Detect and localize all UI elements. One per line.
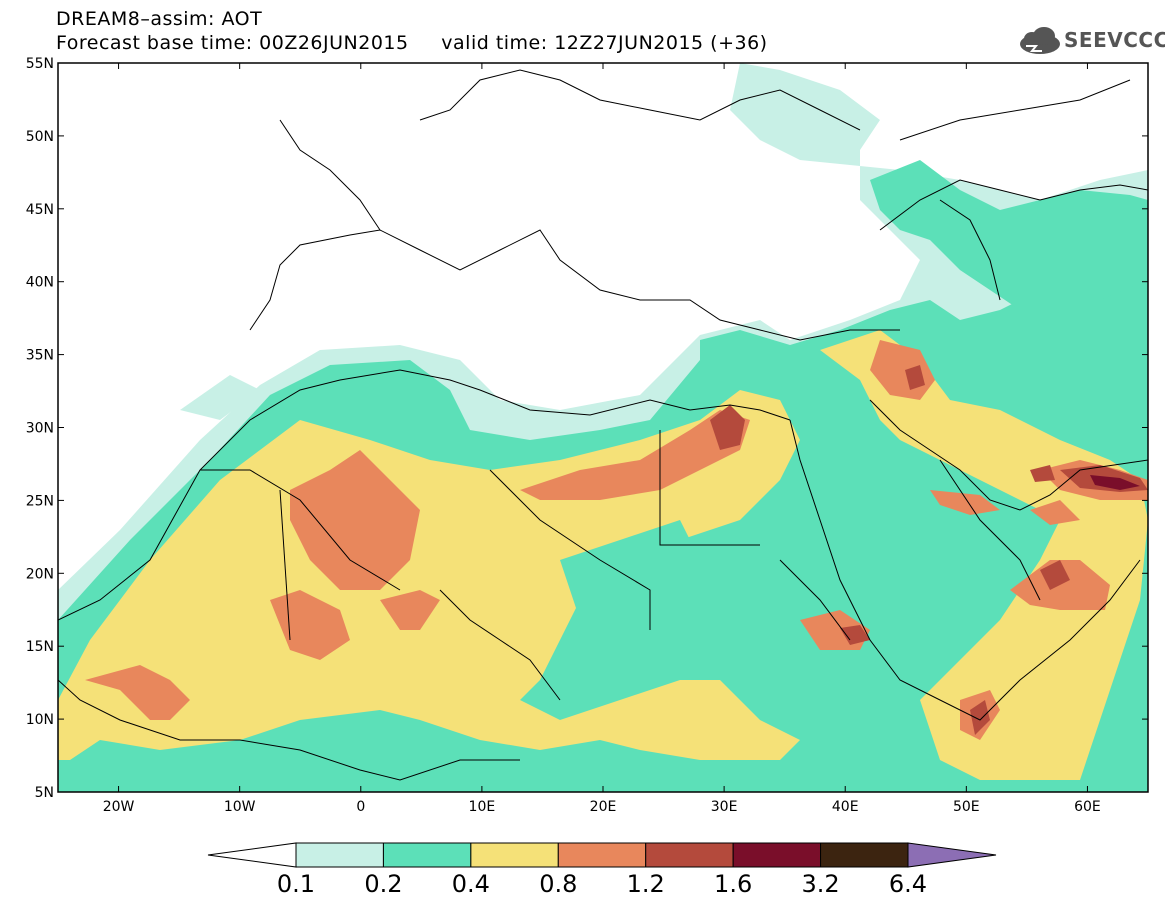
lon-label: 10E [469, 799, 496, 815]
lon-label: 30E [711, 799, 738, 815]
lat-label: 15N [26, 639, 54, 655]
colorbar-high-arrow [907, 842, 997, 868]
colorbar-segment [820, 842, 909, 868]
lat-label: 45N [26, 202, 54, 218]
lat-label: 50N [26, 129, 54, 145]
seevccc-logo [1020, 27, 1060, 54]
colorbar-low-arrow [207, 842, 297, 868]
lat-label: 35N [26, 348, 54, 364]
lat-label: 40N [26, 275, 54, 291]
colorbar-label: 0.8 [539, 870, 577, 898]
aot-field [58, 63, 1148, 792]
colorbar-label: 0.2 [364, 870, 402, 898]
lat-label: 55N [26, 56, 54, 72]
colorbar-segment [732, 842, 822, 868]
lon-label: 60E [1074, 799, 1101, 815]
lon-label: 0 [356, 799, 365, 815]
logo-text: SEEVCCC [1064, 28, 1165, 52]
lon-label: 40E [832, 799, 859, 815]
colorbar-segment [382, 842, 472, 868]
colorbar-label: 0.1 [277, 870, 315, 898]
longitude-axis: 20W 10W 0 10E 20E 30E 40E 50E 60E [103, 63, 1101, 815]
colorbar-segment [557, 842, 647, 868]
forecast-time-subtitle: Forecast base time: 00Z26JUN2015 valid t… [56, 32, 768, 54]
lat-label: 10N [26, 712, 54, 728]
colorbar-label: 1.2 [627, 870, 665, 898]
colorbar-label: 1.6 [714, 870, 752, 898]
colorbar-label: 0.4 [452, 870, 490, 898]
colorbar-segment [295, 842, 384, 868]
colorbar: 0.1 0.2 0.4 0.8 1.2 1.6 3.2 6.4 [207, 842, 997, 898]
map-title: DREAM8–assim: AOT [56, 8, 263, 30]
lat-label: 25N [26, 493, 54, 509]
lon-label: 50E [953, 799, 980, 815]
lat-label: 30N [26, 421, 54, 437]
latitude-axis: 55N 50N 45N 40N 35N 30N 25N 20N 15N 10N 5N [26, 56, 1148, 801]
lon-label: 10W [224, 799, 256, 815]
colorbar-segment [645, 842, 734, 868]
colorbar-label: 6.4 [889, 870, 927, 898]
lon-label: 20W [103, 799, 135, 815]
colorbar-segment [470, 842, 559, 868]
coastlines [58, 69, 1148, 781]
lon-label: 20E [590, 799, 617, 815]
colorbar-label: 3.2 [801, 870, 839, 898]
lat-label: 5N [35, 785, 54, 801]
aot-level-1-6 [1090, 475, 1140, 490]
cloud-icon [1020, 27, 1060, 54]
lat-label: 20N [26, 566, 54, 582]
